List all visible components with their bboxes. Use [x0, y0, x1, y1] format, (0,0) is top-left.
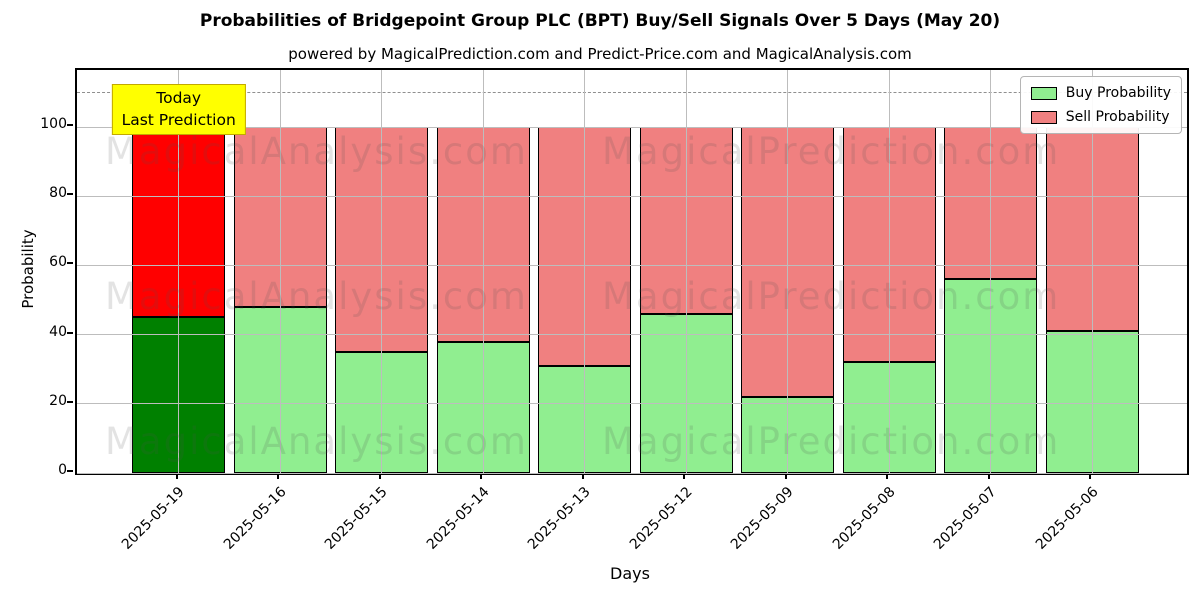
y-tick-mark	[67, 124, 73, 127]
watermark-text-right: MagicalPrediction.com	[602, 275, 1061, 318]
x-tick-label: 2025-05-06	[890, 481, 1102, 553]
annotation-line2: Last Prediction	[121, 110, 236, 129]
h-gridline	[77, 126, 1187, 128]
legend-item: Buy Probability	[1030, 85, 1171, 101]
x-tick-mark	[581, 473, 584, 479]
v-gridline	[584, 70, 586, 473]
legend-swatch	[1030, 86, 1057, 100]
x-tick-mark	[886, 473, 889, 479]
y-tick-mark	[67, 400, 73, 403]
y-tick-label: 20	[49, 392, 67, 409]
legend-label: Buy Probability	[1065, 85, 1171, 101]
watermark-text-left: MagicalAnalysis.com	[105, 275, 528, 318]
x-tick-mark	[277, 473, 280, 479]
v-gridline	[888, 70, 890, 473]
v-gridline	[685, 70, 687, 473]
v-gridline	[482, 70, 484, 473]
y-tick-mark	[67, 470, 73, 472]
v-gridline	[1091, 70, 1093, 473]
x-axis-label: Days	[610, 564, 650, 583]
h-gridline	[77, 334, 1187, 336]
x-tick-mark	[987, 473, 990, 479]
annotation-line1: Today	[156, 89, 202, 107]
legend: Buy Probability Sell Probability	[1019, 76, 1182, 134]
v-gridline	[381, 70, 383, 473]
watermark-text-left: MagicalAnalysis.com	[105, 420, 528, 463]
h-gridline	[77, 472, 1187, 474]
y-tick-label: 40	[49, 323, 67, 340]
y-tick-label: 100	[40, 116, 67, 133]
y-tick-mark	[67, 193, 73, 196]
legend-swatch	[1030, 110, 1057, 124]
watermark-text-left: MagicalAnalysis.com	[105, 130, 528, 173]
y-tick-label: 0	[58, 462, 67, 478]
chart-title: Probabilities of Bridgepoint Group PLC (…	[199, 11, 1001, 31]
today-annotation: Today Last Prediction	[111, 84, 246, 136]
x-tick-mark	[1089, 473, 1092, 479]
legend-label: Sell Probability	[1065, 109, 1170, 125]
h-gridline	[77, 264, 1187, 266]
x-tick-mark	[378, 473, 381, 479]
x-tick-label-text: 2025-05-06	[1032, 484, 1102, 553]
x-tick-mark	[784, 473, 787, 479]
y-tick-mark	[67, 262, 73, 265]
x-tick-mark	[175, 473, 178, 479]
x-tick-mark	[480, 473, 483, 479]
dashed-guideline	[77, 92, 1187, 94]
y-tick-label: 80	[49, 185, 67, 202]
watermark-text-right: MagicalPrediction.com	[602, 420, 1061, 463]
chart-subtitle: powered by MagicalPrediction.com and Pre…	[288, 45, 912, 63]
y-tick-label: 60	[49, 254, 67, 271]
watermark-text-right: MagicalPrediction.com	[602, 130, 1061, 173]
x-tick-mark	[683, 473, 686, 479]
y-tick-mark	[67, 331, 73, 334]
v-gridline	[787, 70, 789, 473]
v-gridline	[178, 70, 180, 473]
plot-area: MagicalAnalysis.com MagicalPrediction.com…	[75, 68, 1189, 475]
h-gridline	[77, 403, 1187, 405]
v-gridline	[279, 70, 281, 473]
h-gridline	[77, 195, 1187, 197]
legend-item: Sell Probability	[1030, 109, 1171, 125]
v-gridline	[990, 70, 992, 473]
